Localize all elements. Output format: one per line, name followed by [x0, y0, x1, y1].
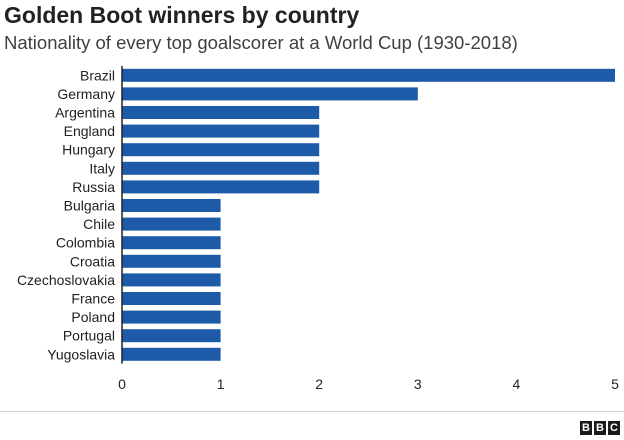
x-tick-label: 0: [118, 376, 126, 392]
bar-germany: [122, 87, 418, 101]
category-label-italy: Italy: [89, 160, 115, 176]
chart-title: Golden Boot winners by country: [4, 2, 360, 28]
category-label-england: England: [64, 123, 115, 139]
category-labels: Brazil Germany Argentina England Hungary Ital…: [17, 67, 115, 362]
category-label-germany: Germany: [57, 86, 115, 102]
category-label-chile: Chile: [83, 216, 115, 232]
bar-chile: [122, 217, 221, 231]
category-label-brazil: Brazil: [80, 67, 115, 83]
category-label-hungary: Hungary: [62, 142, 115, 158]
bar-hungary: [122, 143, 320, 157]
bar-colombia: [122, 236, 221, 250]
category-label-portugal: Portugal: [63, 328, 115, 344]
category-label-argentina: Argentina: [55, 105, 115, 121]
bar-france: [122, 292, 221, 305]
bar-croatia: [122, 254, 221, 268]
category-label-croatia: Croatia: [70, 253, 115, 269]
bbc-logo-letter: B: [580, 421, 592, 435]
bar-yugoslavia: [122, 347, 221, 361]
x-tick-labels: 0 1 2 3 4 5: [118, 376, 619, 392]
bbc-logo-letter: B: [594, 421, 606, 435]
bar-england: [122, 124, 320, 138]
bar-portugal: [122, 329, 221, 343]
chart-subtitle: Nationality of every top goalscorer at a…: [4, 32, 518, 53]
x-tick-label: 2: [315, 376, 323, 392]
category-label-bulgaria: Bulgaria: [64, 198, 116, 214]
category-label-yugoslavia: Yugoslavia: [47, 346, 115, 362]
bar-russia: [122, 180, 320, 194]
category-label-russia: Russia: [72, 179, 115, 195]
x-tick-label: 3: [414, 376, 422, 392]
bbc-logo-letter: C: [608, 421, 620, 435]
x-tick-label: 5: [611, 376, 619, 392]
x-tick-label: 1: [217, 376, 225, 392]
bar-bulgaria: [122, 199, 221, 212]
bar-poland: [122, 310, 221, 324]
footer-divider: [0, 411, 624, 412]
bar-brazil: [122, 68, 615, 82]
category-label-poland: Poland: [71, 309, 115, 325]
bbc-logo: B B C: [580, 421, 620, 435]
category-label-france: France: [71, 291, 115, 307]
category-label-colombia: Colombia: [56, 235, 115, 251]
bar-italy: [122, 161, 320, 175]
x-tick-label: 4: [513, 376, 521, 392]
category-label-czechoslovakia: Czechoslovakia: [17, 272, 115, 288]
bar-czechoslovakia: [122, 273, 221, 287]
bar-chart: Brazil Germany Argentina England Hungary Ital…: [17, 66, 619, 392]
bar-argentina: [122, 106, 320, 119]
bars-group: [122, 68, 615, 361]
